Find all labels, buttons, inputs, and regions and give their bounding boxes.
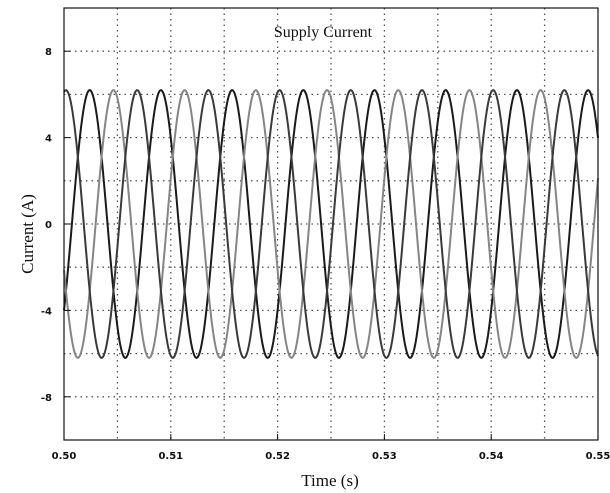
- chart-title: Supply Current: [274, 24, 373, 41]
- series-line-3: [63, 89, 599, 359]
- x-tick-label: 0.53: [372, 451, 397, 462]
- x-axis-title: Time (s): [301, 471, 358, 490]
- series-line-2: [63, 89, 599, 359]
- x-tick-label: 0.51: [158, 451, 183, 462]
- x-tick-label: 0.55: [586, 451, 610, 462]
- y-tick-label: 8: [45, 47, 52, 58]
- x-tick-label: 0.54: [479, 451, 504, 462]
- series-line-1: [63, 89, 599, 359]
- series-lines: [63, 89, 599, 359]
- grid-lines: [64, 8, 598, 440]
- x-tick-label: 0.52: [265, 451, 290, 462]
- y-tick-label: -4: [41, 306, 52, 317]
- x-tick-label: 0.50: [52, 451, 77, 462]
- y-tick-label: 4: [45, 134, 52, 145]
- axis-ticks: 0.50 0.51 0.52 0.53 0.54 0.55 8 4 0 -4 -8: [41, 47, 610, 462]
- y-tick-label: 0: [45, 220, 52, 231]
- y-axis-title: Current (A): [18, 194, 37, 274]
- y-tick-label: -8: [41, 393, 52, 404]
